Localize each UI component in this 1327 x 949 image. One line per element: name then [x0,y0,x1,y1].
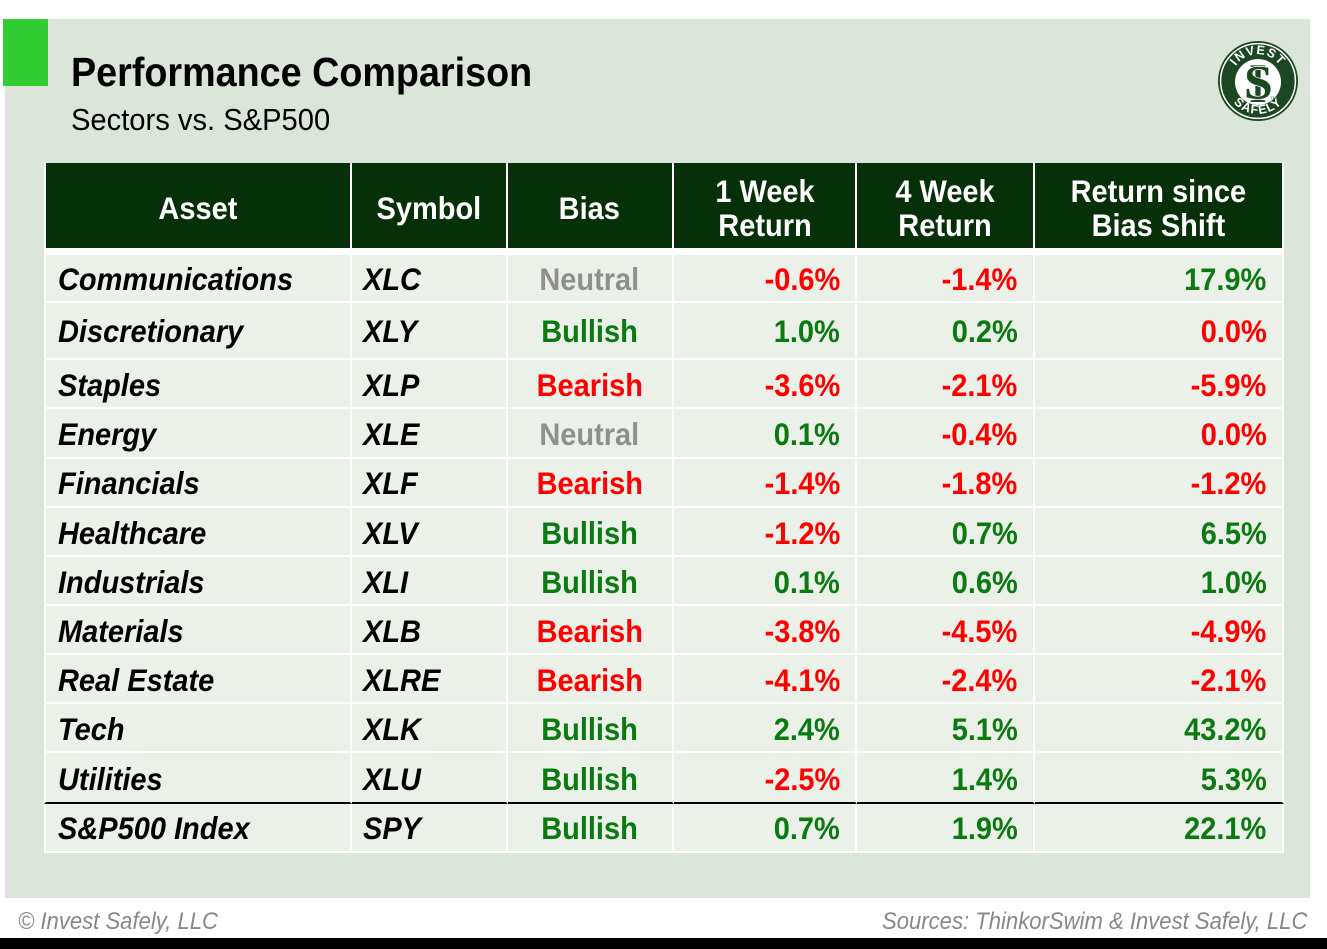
svg-text:S: S [1244,56,1273,109]
svg-text:I: I [1249,53,1268,115]
svg-text:SAFELY: SAFELY [1231,94,1284,116]
svg-text:TM: TM [1271,95,1277,100]
